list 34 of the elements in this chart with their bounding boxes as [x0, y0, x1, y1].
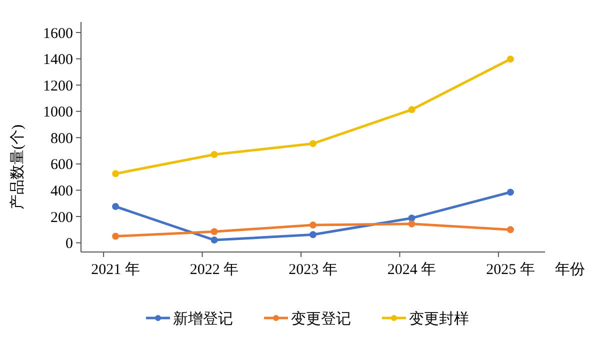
point — [310, 231, 316, 238]
y-axis-title: 产品数量(个) — [9, 124, 26, 210]
point — [210, 236, 218, 244]
y-tick-label: 1600 — [43, 26, 73, 42]
x-tick-label: 2021 年 — [91, 261, 140, 278]
x-axis-title: 年份 — [555, 261, 585, 278]
point — [310, 222, 316, 229]
point — [210, 228, 218, 236]
point — [506, 56, 514, 63]
y-tick-label: 200 — [50, 210, 73, 226]
legend-label: 变更封样 — [409, 310, 469, 328]
legend-label: 新增登记 — [173, 310, 233, 328]
x-tick-label: 2022 年 — [190, 261, 239, 278]
point — [408, 214, 416, 222]
y-tick-label: 400 — [50, 183, 73, 200]
point — [210, 150, 218, 158]
y-tick-label: 600 — [50, 157, 73, 174]
y-tick-label: 1000 — [43, 104, 73, 121]
x-tick-label: 2025 年 — [486, 261, 535, 278]
legend-label: 变更登记 — [291, 310, 351, 328]
point — [310, 140, 316, 148]
point — [506, 226, 514, 234]
y-tick-label: 1200 — [43, 78, 73, 94]
y-tick-label: 1400 — [43, 52, 73, 68]
point — [506, 188, 514, 196]
point — [408, 106, 416, 114]
point — [112, 203, 120, 210]
x-tick-label: 2024 年 — [387, 261, 436, 278]
x-tick-label: 2023 年 — [288, 261, 338, 278]
point — [112, 232, 120, 240]
y-tick-label: 800 — [50, 130, 73, 147]
y-tick-label: 0 — [66, 236, 73, 252]
point — [112, 170, 120, 178]
point — [408, 220, 416, 228]
